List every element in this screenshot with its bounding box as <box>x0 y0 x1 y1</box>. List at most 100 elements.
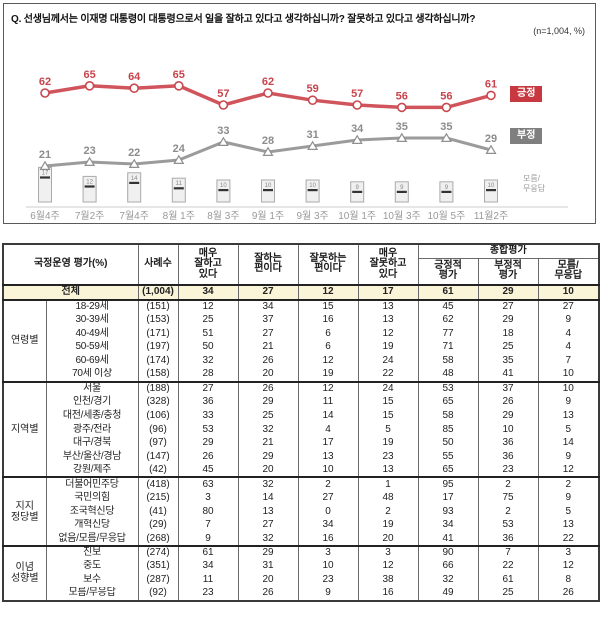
table-row: 연령별 18-29세 (151) 12 34 15 13 45 27 27 <box>2 298 600 382</box>
value-cell: 32 <box>237 532 299 546</box>
header-somewhat-good: 잘하는 편이다 <box>237 243 299 286</box>
value-cell: 12 <box>537 463 600 478</box>
value-cell: 49 <box>417 586 479 601</box>
value-cell: 23 <box>357 450 419 464</box>
header-overall-negative: 부정적 평가 <box>477 257 539 286</box>
negative-value-label: 21 <box>39 149 51 161</box>
value-cell: 13 <box>357 298 419 314</box>
table-row: 부산/울산/경남 (147) 26 29 13 23 55 36 9 <box>3 450 600 464</box>
header-overall: 종합평가 <box>417 243 600 259</box>
value-cell: 10 <box>297 463 359 478</box>
value-cell: 15 <box>357 395 419 409</box>
value-cell: 10 <box>537 380 600 396</box>
table-row: 광주/전라 (96) 53 32 4 5 85 10 5 <box>3 422 600 437</box>
value-cell: 12 <box>297 283 359 301</box>
value-cell: 34 <box>237 298 299 314</box>
unknown-bar-value: 9 <box>356 185 360 191</box>
value-cell: 19 <box>357 340 419 355</box>
value-cell: 53 <box>177 422 239 437</box>
value-cell: 51 <box>177 326 239 341</box>
trend-chart: 17 12 14 11 10 10 10 9 9 9 10 21 23 22 24 33 28 31 34 35 35 2… <box>6 44 593 222</box>
value-cell: 26 <box>177 450 239 464</box>
table-row: 개혁신당 (29) 7 27 34 19 34 53 13 <box>3 518 600 533</box>
positive-marker <box>441 102 452 113</box>
x-tick-label: 6월4주 <box>30 210 60 222</box>
value-cell: 13 <box>237 504 299 519</box>
negative-marker <box>128 158 140 169</box>
header-somewhat-bad: 잘못하는 편이다 <box>297 243 359 286</box>
value-cell: 36 <box>477 532 539 546</box>
x-tick-label: 10월 1주 <box>338 210 376 222</box>
value-cell: 9 <box>537 491 600 505</box>
row-label: 국민의힘 <box>45 491 139 505</box>
value-cell: 12 <box>357 559 419 574</box>
sample-size: (41) <box>137 504 179 519</box>
unknown-bar-value: 9 <box>400 185 404 191</box>
value-cell: 63 <box>177 476 239 492</box>
value-cell: 20 <box>237 463 299 478</box>
value-cell: 3 <box>357 544 419 560</box>
row-label: 진보 <box>45 544 139 560</box>
value-cell: 34 <box>297 518 359 533</box>
value-cell: 12 <box>177 298 239 314</box>
positive-value-label: 64 <box>128 71 141 83</box>
value-cell: 20 <box>357 532 419 546</box>
row-label: 30-39세 <box>45 313 139 327</box>
sample-size-note: (n=1,004, %) <box>533 26 585 36</box>
table-row: 없음/모름/무응답 (268) 9 32 16 20 41 36 22 <box>3 532 600 546</box>
value-cell: 9 <box>297 586 359 601</box>
negative-marker <box>396 132 408 143</box>
x-tick-label: 7월4주 <box>119 210 149 222</box>
negative-marker <box>351 134 363 145</box>
value-cell: 27 <box>177 380 239 396</box>
negative-value-label: 31 <box>306 129 318 141</box>
sample-size: (1,004) <box>137 283 179 301</box>
value-cell: 32 <box>417 573 479 587</box>
row-label: 개혁신당 <box>45 518 139 533</box>
positive-value-label: 65 <box>83 69 95 81</box>
value-cell: 15 <box>297 298 359 314</box>
x-tick-label: 11월2주 <box>474 210 508 222</box>
value-cell: 25 <box>477 340 539 355</box>
value-cell: 6 <box>297 340 359 355</box>
positive-value-label: 57 <box>351 88 363 100</box>
positive-marker <box>174 80 184 91</box>
value-cell: 45 <box>177 463 239 478</box>
value-cell: 19 <box>357 436 419 451</box>
row-label: 강원/제주 <box>45 463 139 478</box>
table-row: 50-59세 (197) 50 21 6 19 71 25 4 <box>3 340 600 355</box>
unknown-bar-band <box>218 189 229 192</box>
row-label: 더불어민주당 <box>45 476 139 492</box>
sample-size: (29) <box>137 518 179 533</box>
value-cell: 29 <box>477 283 539 301</box>
table-row: 30-39세 (153) 25 37 16 13 62 29 9 <box>3 313 600 327</box>
value-cell: 36 <box>177 395 239 409</box>
value-cell: 58 <box>417 354 479 368</box>
negative-value-label: 35 <box>396 121 408 133</box>
row-label-total: 전체 <box>2 283 139 301</box>
value-cell: 61 <box>417 283 479 301</box>
value-cell: 5 <box>357 422 419 437</box>
value-cell: 32 <box>177 354 239 368</box>
value-cell: 48 <box>357 491 419 505</box>
value-cell: 26 <box>237 354 299 368</box>
value-cell: 3 <box>297 544 359 560</box>
value-cell: 10 <box>477 422 539 437</box>
row-label: 모름/무응답 <box>45 586 139 601</box>
value-cell: 34 <box>177 559 239 574</box>
positive-marker <box>352 100 363 110</box>
value-cell: 9 <box>537 313 600 327</box>
value-cell: 10 <box>537 283 600 301</box>
value-cell: 71 <box>417 340 479 355</box>
positive-marker <box>263 88 273 98</box>
value-cell: 26 <box>537 586 600 601</box>
legend-positive-badge: 긍정 <box>510 86 543 102</box>
unknown-bar-band <box>486 189 496 192</box>
value-cell: 25 <box>237 409 299 423</box>
value-cell: 19 <box>357 518 419 533</box>
value-cell: 93 <box>417 504 479 519</box>
value-cell: 50 <box>177 340 239 355</box>
positive-value-label: 56 <box>396 90 408 102</box>
value-cell: 77 <box>417 326 479 341</box>
